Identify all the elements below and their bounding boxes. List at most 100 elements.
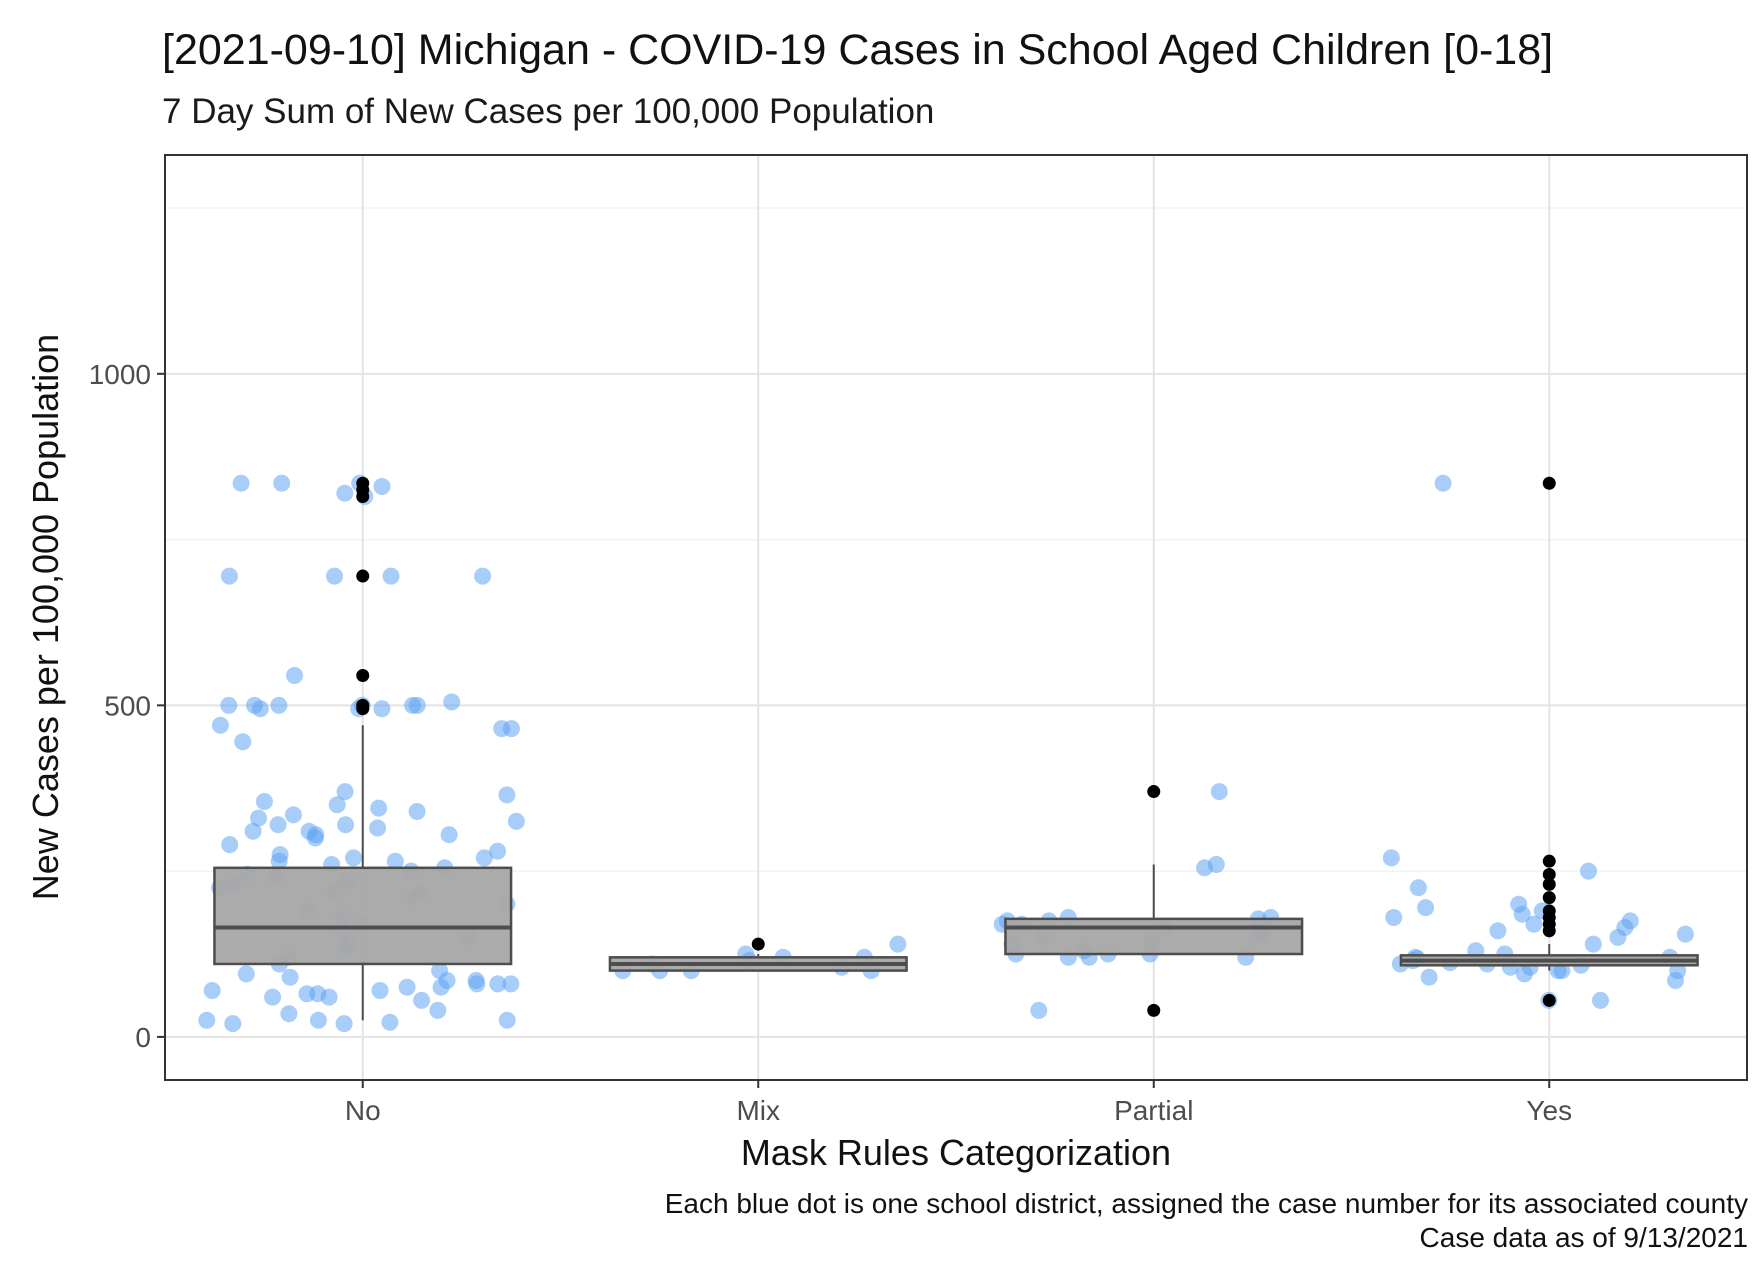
district-point (328, 796, 346, 814)
district-point (370, 799, 388, 817)
caption-note: Each blue dot is one school district, as… (664, 1188, 1748, 1219)
district-point (220, 567, 238, 585)
box-plots (213, 476, 1699, 1021)
district-point (889, 935, 907, 953)
district-point (507, 812, 525, 830)
outlier-point (356, 669, 370, 683)
district-point (413, 991, 431, 1009)
x-axis-title: Mask Rules Categorization (741, 1132, 1171, 1173)
outlier-point (1542, 867, 1556, 881)
district-point (1385, 909, 1403, 926)
district-point (273, 474, 291, 492)
x-tick-label: Mix (736, 1095, 780, 1126)
district-point (336, 484, 354, 502)
outlier-point (1542, 476, 1556, 490)
district-point (1515, 965, 1533, 983)
district-point (1525, 915, 1543, 933)
district-point (306, 829, 324, 847)
box-iqr (1004, 917, 1304, 956)
district-point (381, 1013, 399, 1031)
district-point (440, 826, 458, 844)
district-point (237, 965, 255, 983)
district-point (1489, 922, 1507, 940)
outlier-point (356, 476, 370, 490)
district-point (251, 700, 269, 718)
y-axis-title: New Cases per 100,000 Population (25, 334, 66, 900)
district-point (320, 988, 338, 1006)
chart-subtitle: 7 Day Sum of New Cases per 100,000 Popul… (162, 92, 935, 131)
district-point (502, 975, 520, 993)
district-point (502, 720, 520, 738)
district-point (498, 1011, 516, 1029)
district-point (326, 567, 343, 585)
outlier-point (1147, 1003, 1161, 1017)
x-tick-label: Yes (1526, 1095, 1572, 1126)
outlier-point (1542, 877, 1556, 891)
district-point (489, 975, 507, 993)
district-point (398, 978, 416, 996)
x-tick-label: No (345, 1095, 381, 1126)
district-point (280, 1005, 298, 1023)
district-point (270, 696, 288, 714)
district-point (1382, 849, 1400, 867)
district-point (270, 852, 288, 870)
x-tick-label: Partial (1114, 1095, 1193, 1126)
district-point (250, 809, 267, 827)
district-point (221, 836, 239, 854)
district-point (382, 567, 400, 585)
district-point (1030, 1001, 1048, 1019)
outlier-point (356, 698, 370, 712)
district-point (1409, 879, 1427, 897)
box-plot-partial (1004, 785, 1304, 1017)
plot-panel-border (164, 154, 1748, 1081)
district-point (475, 849, 493, 867)
outlier-point (751, 937, 765, 951)
district-point (371, 982, 389, 999)
district-point (432, 978, 450, 996)
outlier-point (356, 569, 370, 583)
outlier-point (1542, 904, 1556, 918)
caption-date: Case data as of 9/13/2021 (1419, 1222, 1748, 1253)
district-point (386, 852, 404, 870)
district-point (373, 700, 391, 718)
district-point (369, 819, 387, 837)
axes: 0 500 1000 No Mix Partial Yes (89, 359, 1572, 1126)
chart-title: [2021-09-10] Michigan - COVID-19 Cases i… (162, 26, 1554, 74)
district-point (234, 733, 252, 751)
box-iqr (213, 866, 513, 966)
district-point (232, 474, 250, 492)
district-point (1513, 905, 1531, 923)
outlier-point (1147, 785, 1161, 799)
district-point (203, 982, 221, 999)
district-point (1434, 474, 1452, 492)
district-point (337, 816, 355, 834)
district-point (373, 478, 391, 495)
district-point (1609, 928, 1627, 946)
district-point (286, 667, 303, 684)
district-point (224, 1015, 242, 1033)
outlier-point (1542, 854, 1556, 868)
district-point (1676, 925, 1694, 943)
outlier-point (1542, 993, 1556, 1007)
district-point (1592, 991, 1609, 1009)
box-plot-no (213, 476, 513, 1021)
district-point (1580, 862, 1597, 880)
district-point (498, 786, 516, 804)
y-tick-label: 0 (135, 1022, 151, 1053)
district-point (1417, 899, 1435, 917)
district-point (220, 696, 238, 714)
district-point (468, 975, 486, 993)
y-tick-label: 500 (104, 690, 151, 721)
district-point (198, 1011, 216, 1029)
y-tick-label: 1000 (89, 359, 151, 390)
district-point (284, 806, 302, 824)
district-point (264, 988, 282, 1006)
district-point (309, 1011, 327, 1029)
district-point (244, 822, 262, 840)
district-point (489, 842, 507, 860)
district-point (1667, 972, 1684, 989)
district-point (1210, 783, 1228, 801)
district-point (255, 793, 273, 810)
grid-lines (165, 155, 1747, 1080)
